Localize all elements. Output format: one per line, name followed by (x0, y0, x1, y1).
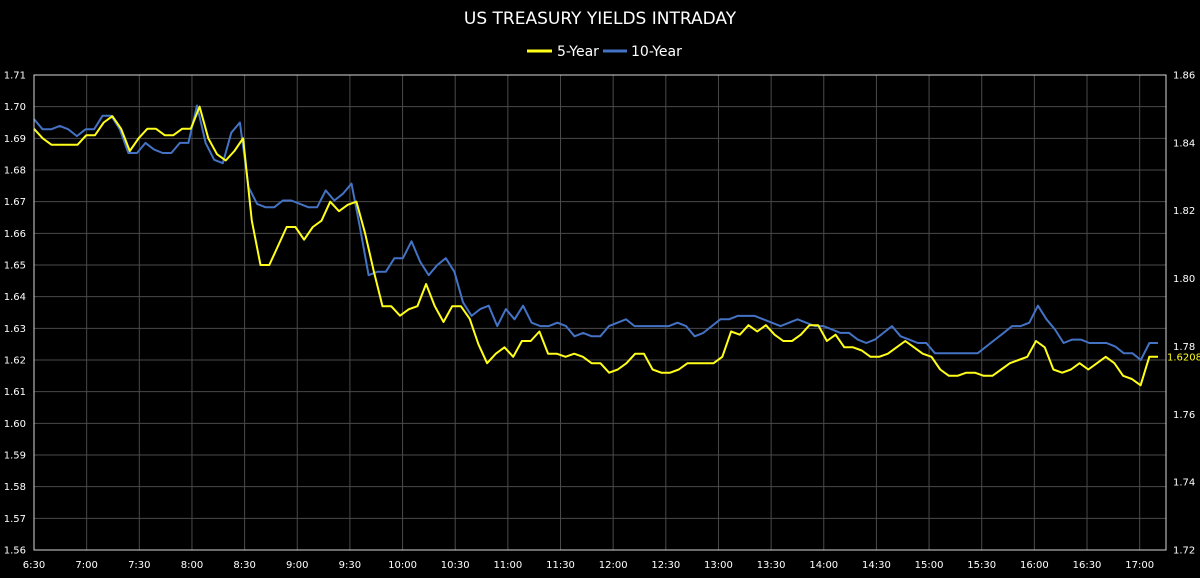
left-tick-label: 1.64 (4, 292, 26, 303)
x-tick-label: 9:00 (286, 560, 308, 571)
left-tick-label: 1.58 (4, 482, 26, 493)
left-tick-label: 1.60 (4, 419, 26, 430)
x-tick-label: 7:00 (75, 560, 97, 571)
series-line-5-year (33, 105, 1158, 387)
x-tick-label: 9:30 (339, 560, 361, 571)
x-axis-ticks: 6:30 7:00 7:30 8:00 8:30 9:00 9:30 10:00 10:30 11… (23, 560, 1154, 571)
x-tick-label: 6:30 (23, 560, 45, 571)
series-line-10-year (33, 104, 1158, 361)
left-tick-label: 1.61 (4, 387, 26, 398)
legend-label-10-year: 10-Year (631, 44, 682, 60)
left-tick-label: 1.57 (4, 514, 26, 525)
left-tick-label: 1.66 (4, 229, 26, 240)
left-tick-label: 1.67 (4, 197, 26, 208)
last-value-label: 1.6208 (1167, 352, 1200, 363)
left-tick-label: 1.70 (4, 102, 26, 113)
x-tick-label: 8:00 (181, 560, 203, 571)
x-tick-label: 8:30 (233, 560, 255, 571)
right-tick-label: 1.78 (1173, 342, 1195, 353)
x-tick-label: 16:30 (1073, 560, 1102, 571)
x-tick-label: 10:30 (441, 560, 470, 571)
x-tick-label: 15:00 (915, 560, 944, 571)
x-tick-label: 13:30 (757, 560, 786, 571)
x-tick-label: 14:30 (862, 560, 891, 571)
left-axis-ticks: 1.56 1.57 1.58 1.59 1.60 1.61 1.62 1.63 1.64 1.65… (4, 71, 26, 557)
right-tick-label: 1.80 (1173, 274, 1195, 285)
x-tick-label: 11:30 (546, 560, 575, 571)
x-tick-label: 15:30 (967, 560, 996, 571)
right-tick-label: 1.76 (1173, 410, 1195, 421)
x-tick-label: 13:00 (704, 560, 733, 571)
right-tick-label: 1.74 (1173, 478, 1195, 489)
left-tick-label: 1.69 (4, 134, 26, 145)
x-tick-label: 12:00 (599, 560, 628, 571)
legend-label-5-year: 5-Year (557, 44, 599, 60)
x-tick-label: 11:00 (493, 560, 522, 571)
left-tick-label: 1.68 (4, 166, 26, 177)
gridlines (34, 74, 1166, 551)
x-tick-label: 16:00 (1020, 560, 1049, 571)
legend: 5-Year 10-Year (527, 44, 682, 60)
right-tick-label: 1.86 (1173, 71, 1195, 82)
left-tick-label: 1.63 (4, 324, 26, 335)
x-tick-label: 7:30 (128, 560, 150, 571)
left-tick-label: 1.71 (4, 71, 26, 82)
x-tick-label: 10:00 (388, 560, 417, 571)
plot-frame (33, 74, 1167, 551)
x-tick-label: 12:30 (651, 560, 680, 571)
right-tick-label: 1.72 (1173, 546, 1195, 557)
series-layer (33, 104, 1158, 387)
right-tick-label: 1.84 (1173, 138, 1195, 149)
left-tick-label: 1.56 (4, 546, 26, 557)
x-tick-label: 14:00 (809, 560, 838, 571)
right-tick-label: 1.82 (1173, 206, 1195, 217)
chart-title: US TREASURY YIELDS INTRADAY (464, 9, 737, 29)
left-tick-label: 1.65 (4, 261, 26, 272)
x-tick-label: 17:00 (1125, 560, 1154, 571)
left-tick-label: 1.59 (4, 451, 26, 462)
right-axis-ticks: 1.72 1.74 1.76 1.78 1.80 1.82 1.84 1.86 (1173, 71, 1195, 557)
left-tick-label: 1.62 (4, 356, 26, 367)
